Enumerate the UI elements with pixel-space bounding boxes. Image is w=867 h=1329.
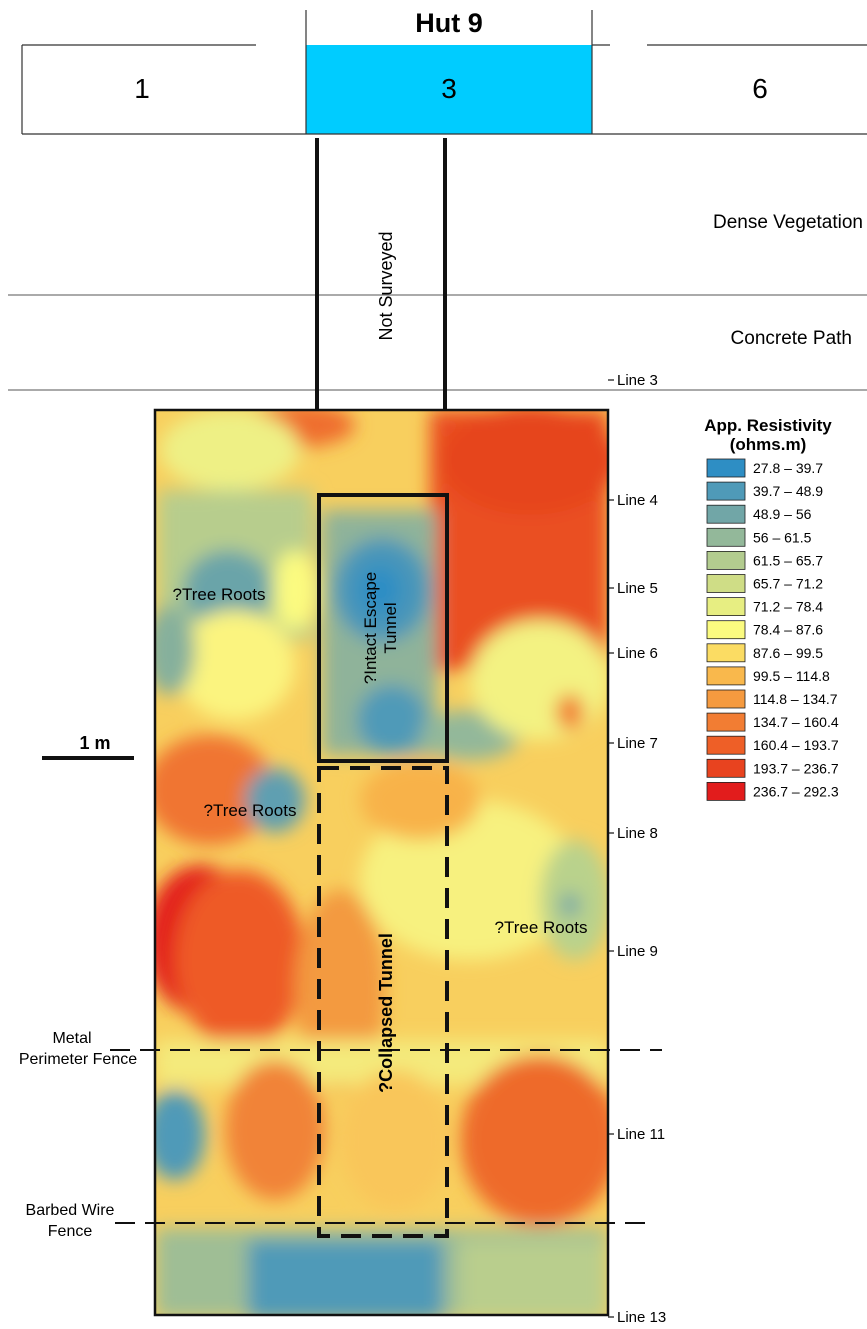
legend-label: 39.7 – 48.9 (753, 483, 823, 499)
blob-yellow-right (470, 620, 608, 740)
tree-roots-label-2: ?Tree Roots (204, 801, 297, 820)
not-surveyed-label: Not Surveyed (376, 231, 396, 340)
legend-swatch (706, 782, 746, 801)
blob-tunnel-blue-2 (357, 685, 427, 755)
hut-room-1-label: 1 (134, 73, 150, 104)
collapsed-tunnel-label: ?Collapsed Tunnel (376, 933, 396, 1093)
legend-label: 99.5 – 114.8 (753, 668, 830, 684)
legend-label: 87.6 – 99.5 (753, 645, 823, 661)
zone-concrete-path-label: Concrete Path (731, 328, 852, 349)
blob-tunnel-blue-core (358, 565, 402, 615)
tree-roots-label-1: ?Tree Roots (173, 585, 266, 604)
legend-label: 56 – 61.5 (753, 529, 812, 545)
blob-high-topright-2 (440, 410, 608, 515)
barbed-fence-label-line2: Fence (48, 1223, 93, 1240)
intact-tunnel-label-line2: Tunnel (381, 602, 400, 653)
blob-blue-bottomleft (155, 1090, 205, 1180)
legend-swatch (706, 758, 746, 778)
legend-swatch (706, 689, 746, 709)
legend-label: 48.9 – 56 (753, 506, 812, 522)
hut-plan: Hut 9 1 3 6 (21, 8, 867, 135)
legend-swatch (706, 551, 746, 570)
blob-orange-tunnel-mid (360, 760, 480, 840)
blob-orange-midleft (155, 735, 275, 845)
legend-label: 134.7 – 160.4 (753, 714, 839, 730)
blob-yellow-bottom-mid (340, 1070, 450, 1210)
blob-bottom-blue (248, 1240, 443, 1315)
site-zones: Dense Vegetation Concrete Path Not Surve… (8, 138, 867, 410)
legend-label: 193.7 – 236.7 (753, 760, 839, 776)
survey-line-label: Line 7 (617, 735, 658, 752)
legend-label: 27.8 – 39.7 (753, 460, 823, 476)
legend-title-line2: (ohms.m) (730, 435, 807, 454)
survey-line-label: Line 3 (617, 372, 658, 389)
legend-items: 27.8 – 39.7 39.7 – 48.9 48.9 – 56 56 – 61.5… (706, 458, 839, 801)
survey-line-labels: Line 3 Line 4 Line 5 Line 6 Line 7 Line 8 Line… (608, 372, 666, 1326)
metal-fence-label-line2: Perimeter Fence (19, 1051, 137, 1068)
legend-swatch (706, 597, 746, 616)
metal-fence-label-line1: Metal (52, 1030, 91, 1047)
blob-bottom-lightgreen (460, 1240, 608, 1315)
legend-swatch (706, 620, 746, 640)
legend-swatch (706, 666, 746, 686)
legend-swatch (706, 712, 746, 732)
legend-swatch (706, 458, 746, 478)
blob-yellow-upper-mid (273, 550, 317, 630)
legend-swatch (706, 574, 746, 593)
intact-tunnel-label-line1: ?Intact Escape (361, 572, 380, 684)
barbed-fence-label-line1: Barbed Wire (26, 1202, 115, 1219)
hut-room-3-label: 3 (441, 73, 457, 104)
intact-tunnel-label: ?Intact Escape Tunnel (361, 572, 400, 684)
legend-label: 71.2 – 78.4 (753, 599, 823, 615)
scale-bar: 1 m (42, 733, 134, 760)
survey-line-label: Line 8 (617, 825, 658, 842)
intact-tunnel-outline (317, 493, 449, 763)
legend-swatch (706, 481, 746, 501)
legend-label: 236.7 – 292.3 (753, 783, 839, 799)
survey-line-label: Line 13 (617, 1309, 666, 1326)
legend-label: 61.5 – 65.7 (753, 552, 823, 568)
survey-line-label: Line 9 (617, 943, 658, 960)
legend-label: 78.4 – 87.6 (753, 622, 823, 638)
hut-title: Hut 9 (415, 8, 483, 38)
survey-line-label: Line 4 (617, 492, 658, 509)
legend-swatch (706, 643, 746, 663)
blob-yellow-mid (360, 800, 580, 960)
scale-bar-label: 1 m (79, 733, 110, 753)
blob-green-leftedge (155, 605, 195, 695)
blob-bluegreen-left (183, 550, 273, 630)
survey-line-label: Line 5 (617, 580, 658, 597)
tree-roots-label-3: ?Tree Roots (495, 918, 588, 937)
blob-orange-bottomright (460, 1055, 608, 1225)
legend-swatch (706, 735, 746, 755)
blob-orange-spot (556, 694, 584, 730)
hut-room-6-label: 6 (752, 73, 768, 104)
legend-label: 160.4 – 193.7 (753, 737, 839, 753)
hut-room-3-fill (306, 45, 592, 134)
resistivity-map (155, 410, 608, 1315)
survey-line-label: Line 11 (617, 1126, 665, 1143)
legend-label: 65.7 – 71.2 (753, 576, 823, 592)
legend-label: 114.8 – 134.7 (753, 691, 838, 707)
survey-line-label: Line 6 (617, 645, 658, 662)
blob-blue-treeroots (245, 768, 305, 832)
legend-swatch (706, 504, 746, 524)
blob-blue-right-spot (560, 893, 580, 917)
blob-yellow-midleft (175, 610, 295, 720)
zone-dense-vegetation-label: Dense Vegetation (713, 212, 863, 233)
map-border (153, 408, 610, 1317)
legend-swatch (706, 527, 746, 547)
legend-title-line1: App. Resistivity (704, 416, 832, 435)
blob-yellow-top (160, 410, 300, 490)
legend: App. Resistivity (ohms.m) 27.8 – 39.7 39.… (704, 416, 839, 801)
blob-orange-left (175, 870, 305, 1050)
blob-orange-bottomleft (225, 1060, 325, 1200)
collapsed-tunnel-outline (317, 766, 449, 1238)
